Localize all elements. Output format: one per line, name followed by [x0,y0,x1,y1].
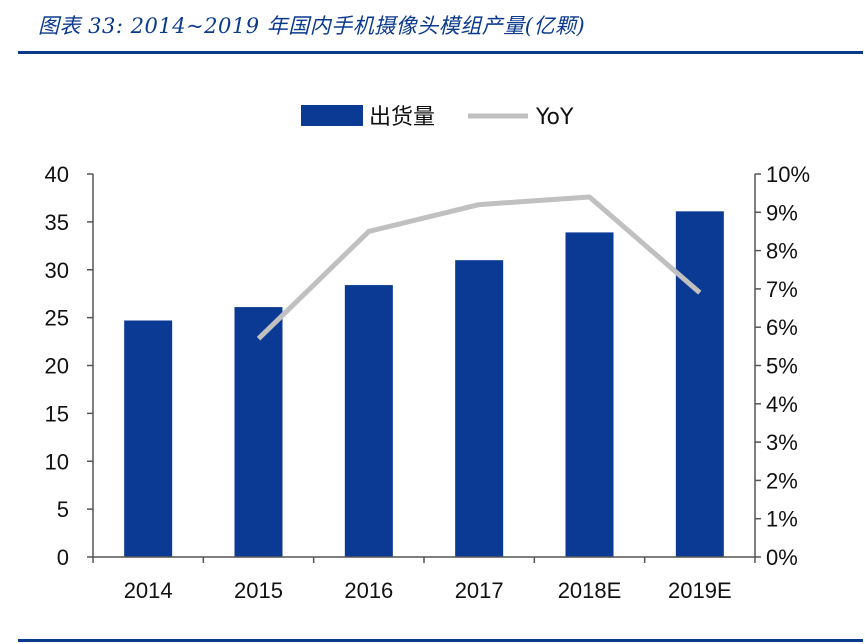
chart-title: 图表 33: 2014~2019 年国内手机摄像头模组产量(亿颗) [38,14,586,38]
bar-2018E [565,232,614,557]
y-left-tick-label: 30 [45,258,69,283]
y-right-tick-label: 5% [766,354,798,379]
legend-swatch-bar [301,105,363,126]
y-right-tick-label: 6% [766,315,798,340]
y-right-tick-label: 0% [766,545,798,570]
y-left-tick-label: 5 [57,497,69,522]
y-right-tick-label: 8% [766,239,798,264]
y-right-tick-label: 1% [766,507,798,532]
y-left-tick-label: 25 [45,306,69,331]
y-right-tick-label: 4% [766,392,798,417]
y-right-tick-label: 9% [766,200,798,225]
y-right-tick-label: 3% [766,430,798,455]
bar-2016 [344,285,393,557]
y-left-tick-label: 20 [45,354,69,379]
y-left-tick-label: 0 [57,545,69,570]
bar-2014 [124,320,173,557]
x-tick-label: 2019E [668,578,732,603]
bar-2017 [455,260,504,557]
x-tick-label: 2017 [455,578,504,603]
bar-2015 [234,307,283,557]
title-rule [18,51,863,54]
x-tick-label: 2014 [124,578,173,603]
x-tick-label: 2016 [344,578,393,603]
y-right-tick-label: 7% [766,277,798,302]
bar-2019E [675,211,724,557]
y-right-tick-label: 2% [766,468,798,493]
y-left-tick-label: 10 [45,449,69,474]
y-left-tick-label: 40 [45,162,69,187]
y-right-tick-label: 10% [766,162,810,187]
yoy-line [256,194,702,341]
x-tick-label: 2018E [558,578,622,603]
legend-label-bar: 出货量 [369,105,435,130]
y-left-tick-label: 15 [45,401,69,426]
y-left-tick-label: 35 [45,210,69,235]
footer-rule [18,639,863,642]
legend-label-line: YoY [535,105,574,130]
x-tick-label: 2015 [234,578,283,603]
